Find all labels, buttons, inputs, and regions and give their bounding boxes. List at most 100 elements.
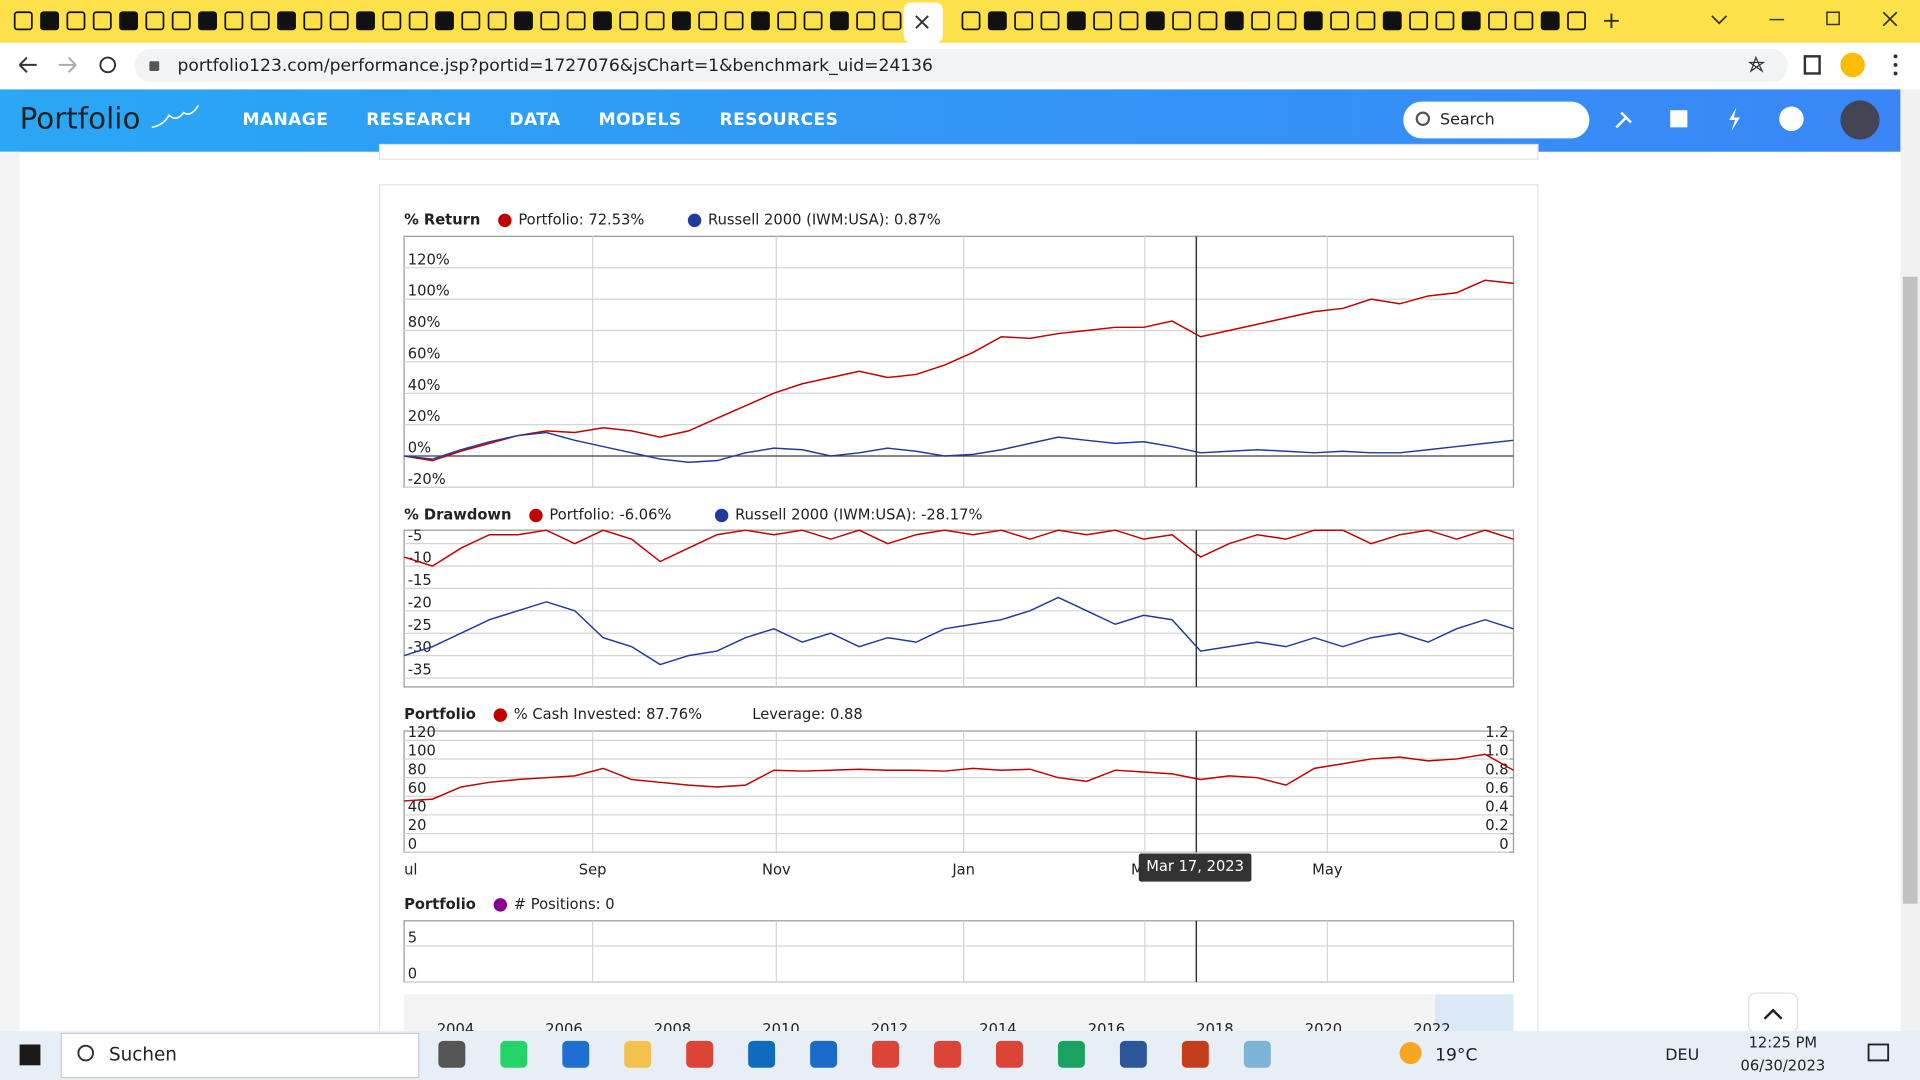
tab-favicon[interactable] — [593, 11, 612, 31]
tab-favicon[interactable] — [1119, 11, 1139, 31]
tab-search[interactable] — [1711, 15, 1728, 25]
bookmark-star[interactable] — [1747, 55, 1766, 73]
tab-favicon[interactable] — [303, 11, 323, 31]
tab-favicon[interactable] — [1514, 11, 1534, 31]
tab-favicon[interactable] — [250, 11, 270, 31]
tab-favicon[interactable] — [1567, 11, 1586, 31]
tab-favicon[interactable] — [856, 11, 876, 31]
close-window[interactable] — [1882, 11, 1898, 27]
nav-item[interactable]: DATA — [509, 110, 561, 130]
legend-label[interactable]: Portfolio: -6.06% — [549, 507, 671, 524]
tab-favicon[interactable] — [724, 11, 744, 31]
tab-favicon[interactable] — [961, 11, 981, 31]
back-button[interactable] — [18, 56, 37, 73]
taskbar-app[interactable] — [500, 1040, 528, 1068]
nav-item[interactable]: RESOURCES — [720, 110, 839, 130]
tab-favicon[interactable] — [408, 11, 428, 31]
tab-close[interactable] — [915, 15, 929, 29]
taskbar-app[interactable] — [1119, 1040, 1147, 1068]
tab-favicon[interactable] — [1198, 11, 1218, 31]
taskbar-app[interactable] — [1181, 1040, 1209, 1068]
tab-favicon[interactable] — [1251, 11, 1271, 31]
taskbar-app[interactable] — [624, 1040, 652, 1068]
tab-favicon[interactable] — [13, 11, 33, 31]
scrollbar-thumb[interactable] — [1902, 276, 1918, 904]
tab-favicon[interactable] — [619, 11, 639, 31]
tab-favicon[interactable] — [566, 11, 586, 31]
tab-favicon[interactable] — [1040, 11, 1060, 31]
notifications[interactable] — [1867, 1043, 1890, 1062]
tab-favicon[interactable] — [1435, 11, 1455, 31]
nav-item[interactable]: MANAGE — [242, 110, 328, 130]
tab-favicon[interactable] — [461, 11, 481, 31]
scroll-top-button[interactable] — [1747, 992, 1799, 1033]
tab-favicon[interactable] — [540, 11, 560, 31]
forward-button[interactable] — [58, 56, 77, 73]
taskbar-app[interactable] — [562, 1040, 590, 1068]
tab-favicon[interactable] — [66, 11, 86, 31]
nav-item[interactable]: MODELS — [599, 110, 682, 130]
language[interactable]: DEU — [1665, 1045, 1699, 1064]
maximize[interactable] — [1826, 11, 1840, 26]
tab-favicon[interactable] — [777, 11, 797, 31]
tab-favicon[interactable] — [1014, 11, 1034, 31]
tab-favicon[interactable] — [1066, 11, 1086, 31]
legend-label[interactable]: # Positions: 0 — [514, 896, 615, 913]
tab-favicon[interactable] — [119, 11, 138, 31]
clock-date[interactable]: 06/30/2023 — [1741, 1058, 1826, 1075]
tab-favicon[interactable] — [803, 11, 823, 31]
nav-item[interactable]: RESEARCH — [366, 110, 471, 130]
tab-favicon[interactable] — [829, 11, 849, 31]
help-button[interactable] — [1779, 106, 1804, 132]
menu-dot[interactable] — [1893, 54, 1898, 59]
user-avatar[interactable] — [1840, 100, 1880, 140]
tab-favicon[interactable] — [1277, 11, 1297, 31]
tab-favicon[interactable] — [1382, 11, 1402, 31]
tab-favicon[interactable] — [356, 11, 375, 31]
reload-button[interactable] — [99, 56, 117, 74]
tab-favicon[interactable] — [329, 11, 349, 31]
tab-favicon[interactable] — [1224, 11, 1244, 31]
tab-favicon[interactable] — [1540, 11, 1560, 31]
taskbar-app[interactable] — [748, 1040, 776, 1068]
tab-favicon[interactable] — [1488, 11, 1507, 31]
taskbar-app[interactable] — [1057, 1040, 1085, 1068]
tab-favicon[interactable] — [1145, 11, 1165, 31]
tab-favicon[interactable] — [171, 11, 191, 31]
legend-label[interactable]: Portfolio: 72.53% — [518, 211, 644, 228]
tab-favicon[interactable] — [1303, 11, 1323, 31]
clock-time[interactable]: 12:25 PM — [1749, 1034, 1818, 1051]
new-tab[interactable] — [1604, 13, 1619, 29]
taskbar-app[interactable] — [810, 1040, 838, 1068]
legend-label[interactable]: Russell 2000 (IWM:USA): -28.17% — [735, 507, 982, 524]
legend-label[interactable]: % Cash Invested: 87.76% — [514, 706, 702, 723]
tab-favicon[interactable] — [92, 11, 112, 31]
taskbar-search[interactable] — [60, 1032, 420, 1079]
tab-favicon[interactable] — [1461, 11, 1481, 31]
tab-favicon[interactable] — [1330, 11, 1350, 31]
taskbar-app[interactable] — [438, 1040, 466, 1068]
tab-favicon[interactable] — [698, 11, 718, 31]
tab-favicon[interactable] — [198, 11, 217, 31]
address-bar[interactable] — [134, 48, 1788, 83]
tab-favicon[interactable] — [40, 11, 60, 31]
tab-favicon[interactable] — [1409, 11, 1428, 31]
tab-favicon[interactable] — [645, 11, 665, 31]
tab-favicon[interactable] — [382, 11, 402, 31]
taskbar-app[interactable] — [996, 1040, 1023, 1068]
tab-favicon[interactable] — [987, 11, 1007, 31]
profile-button[interactable] — [1840, 52, 1865, 78]
legend-label[interactable]: Russell 2000 (IWM:USA): 0.87% — [708, 211, 941, 228]
tab-favicon[interactable] — [145, 11, 165, 31]
apps-button[interactable] — [1670, 110, 1688, 128]
taskbar-app[interactable] — [872, 1040, 900, 1068]
tab-favicon[interactable] — [882, 11, 902, 31]
start-button[interactable] — [19, 1044, 41, 1066]
tab-favicon[interactable] — [224, 11, 244, 31]
flash-button[interactable] — [1728, 107, 1740, 132]
tab-favicon[interactable] — [1093, 11, 1113, 31]
taskbar-app[interactable] — [934, 1040, 961, 1068]
taskbar-app[interactable] — [1243, 1040, 1271, 1068]
tab-favicon[interactable] — [435, 11, 454, 31]
taskbar-app[interactable] — [686, 1040, 714, 1068]
